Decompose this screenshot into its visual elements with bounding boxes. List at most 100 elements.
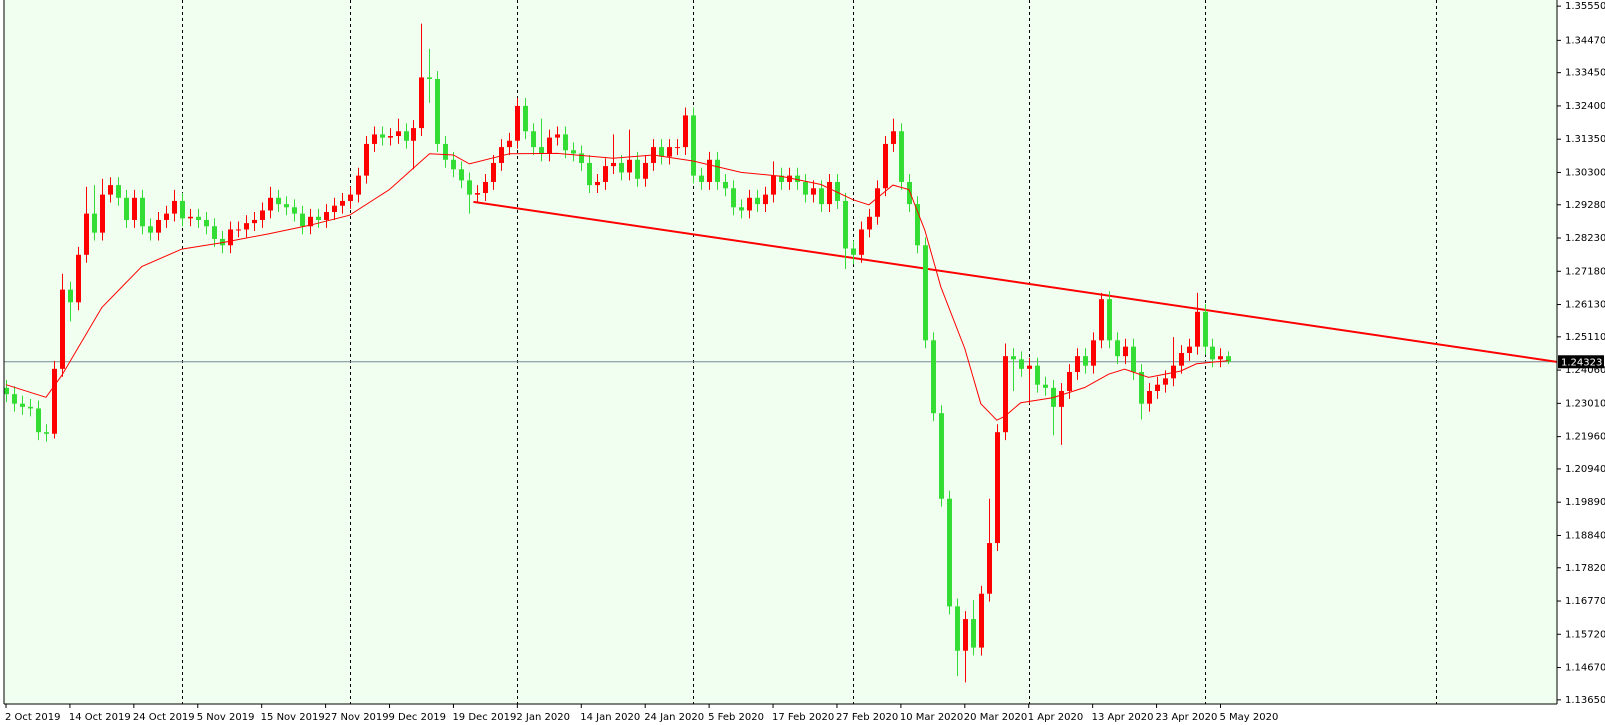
y-tick-label: 1.23010 [1565, 398, 1605, 409]
candle-body [587, 162, 592, 186]
candle-body [843, 200, 848, 249]
x-tick-label: 24 Oct 2019 [133, 712, 195, 723]
candle-body [779, 175, 784, 182]
y-tick-label: 1.18840 [1565, 530, 1605, 541]
candle-body [228, 229, 233, 246]
x-tick-label: 14 Jan 2020 [580, 712, 640, 723]
candle-body [396, 131, 401, 137]
candle-body [116, 185, 121, 198]
candle-body [172, 200, 177, 214]
x-tick-label: 19 Dec 2019 [452, 712, 516, 723]
candle-body [324, 212, 329, 220]
x-tick-label: 17 Feb 2020 [772, 712, 834, 723]
candle-body [1067, 372, 1072, 392]
candle-body [316, 216, 321, 220]
candles [4, 23, 1231, 683]
candle-body [931, 340, 936, 414]
candle-body [364, 143, 369, 176]
candle-body [883, 143, 888, 189]
candle-body [555, 134, 560, 138]
candle-body [244, 223, 249, 230]
candle-body [276, 197, 281, 205]
candle-body [1187, 346, 1192, 353]
candle-body [1203, 311, 1208, 347]
candle-body [348, 194, 353, 201]
candle-body [595, 181, 600, 186]
candle-body [795, 175, 800, 182]
x-tick-label: 13 Apr 2020 [1092, 712, 1154, 723]
candle-body [36, 408, 41, 433]
candle-body [635, 159, 640, 179]
y-tick-label: 1.32400 [1565, 101, 1605, 112]
candle-body [859, 229, 864, 255]
candle-body [52, 368, 57, 434]
x-tick-label: 10 Mar 2020 [900, 712, 963, 723]
candle-body [1131, 346, 1136, 373]
candle-body [20, 403, 25, 407]
candle-body [1163, 378, 1168, 385]
candle-body [459, 169, 464, 181]
candle-body [12, 394, 17, 404]
y-tick-label: 1.15720 [1565, 629, 1605, 640]
y-tick-label: 1.24060 [1565, 365, 1605, 376]
y-tick-label: 1.16770 [1565, 596, 1605, 607]
candle-body [499, 147, 504, 163]
x-tick-label: 5 Nov 2019 [197, 712, 255, 723]
candle-body [747, 197, 752, 211]
y-tick-label: 1.13650 [1565, 695, 1605, 706]
x-tick-label: 2 Oct 2019 [5, 712, 60, 723]
candle-body [923, 245, 928, 341]
candle-body [963, 619, 968, 651]
candle-body [196, 216, 201, 220]
current-price-label: 1.24323 [1558, 355, 1604, 369]
candle-body [212, 226, 217, 239]
y-tick-label: 1.19890 [1565, 497, 1605, 508]
candle-body [419, 77, 424, 129]
candle-body [204, 219, 209, 227]
candle-body [411, 128, 416, 141]
x-tick-label: 14 Oct 2019 [69, 712, 131, 723]
candle-body [124, 197, 129, 220]
candle-body [1179, 352, 1184, 366]
candle-body [92, 213, 97, 233]
candle-body [547, 137, 552, 154]
x-tick-label: 23 Apr 2020 [1156, 712, 1218, 723]
x-tick-label: 27 Nov 2019 [325, 712, 389, 723]
x-tick-label: 24 Jan 2020 [644, 712, 704, 723]
candle-body [1195, 311, 1200, 347]
candle-body [539, 147, 544, 154]
candle-body [755, 197, 760, 205]
candle-body [771, 175, 776, 195]
candle-body [659, 147, 664, 157]
moving-average [5, 152, 1229, 421]
y-tick-label: 1.29280 [1565, 200, 1605, 211]
candle-body [939, 413, 944, 499]
candle-body [683, 115, 688, 148]
candle-body [1115, 340, 1120, 357]
candle-body [723, 181, 728, 189]
candle-body [835, 181, 840, 201]
y-tick-label: 1.31350 [1565, 134, 1605, 145]
current-price-value: 1.24323 [1561, 357, 1602, 368]
y-tick-label: 1.21960 [1565, 432, 1605, 443]
candle-body [1011, 356, 1016, 360]
candle-body [707, 159, 712, 182]
candle-body [1003, 356, 1008, 433]
candle-body [443, 143, 448, 160]
overlay-lines [4, 200, 1558, 363]
candle-body [28, 406, 33, 409]
y-tick-label: 1.27180 [1565, 266, 1605, 277]
candle-body [1107, 299, 1112, 341]
x-tick-label: 5 May 2020 [1219, 712, 1278, 723]
candle-body [68, 289, 73, 303]
x-tick-label: 5 Feb 2020 [708, 712, 764, 723]
candle-body [627, 159, 632, 173]
candle-body [372, 134, 377, 144]
candle-body [507, 140, 512, 148]
candle-body [979, 593, 984, 648]
candle-body [899, 131, 904, 182]
candle-body [947, 498, 952, 607]
candle-body [739, 207, 744, 211]
candle-body [388, 136, 393, 138]
